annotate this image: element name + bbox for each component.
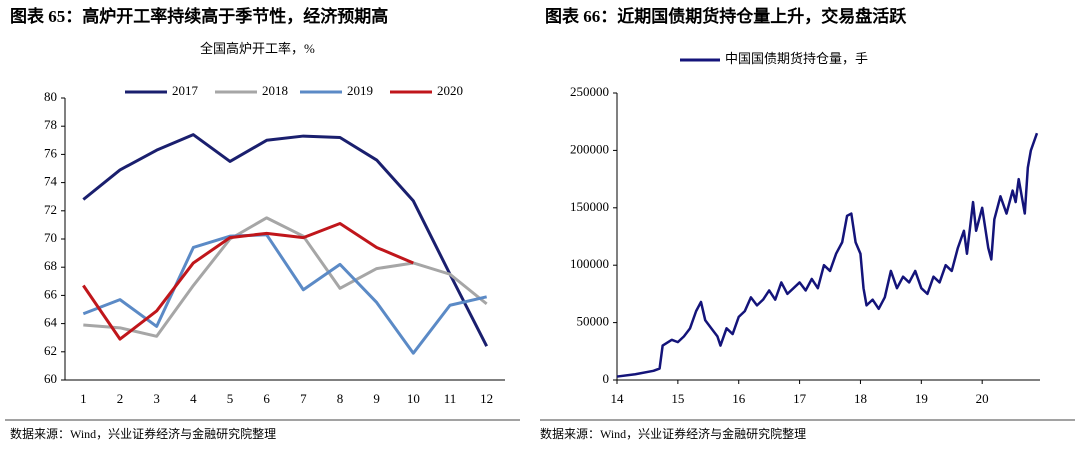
x-tick-label: 7: [300, 391, 307, 406]
y-tick-label: 62: [44, 343, 57, 358]
x-tick-label: 11: [444, 391, 457, 406]
x-tick-label: 15: [671, 391, 684, 406]
legend-label: 2017: [172, 83, 199, 98]
source-note: 数据来源：Wind，兴业证券经济与金融研究院整理: [10, 426, 276, 441]
y-tick-label: 0: [603, 371, 610, 386]
x-tick-label: 9: [373, 391, 380, 406]
y-tick-label: 72: [44, 202, 57, 217]
legend-label: 2019: [347, 83, 373, 98]
x-tick-label: 3: [153, 391, 160, 406]
data-line: [82, 133, 489, 347]
y-tick-label: 80: [44, 89, 57, 104]
chart-subtitle: 全国高炉开工率，%: [200, 41, 315, 56]
source-note: 数据来源：Wind，兴业证券经济与金融研究院整理: [540, 426, 806, 441]
x-tick-label: 8: [337, 391, 344, 406]
y-tick-label: 70: [44, 230, 57, 245]
y-tick-label: 64: [44, 315, 58, 330]
x-tick-label: 2: [117, 391, 124, 406]
data-line: [83, 216, 488, 338]
x-tick-label: 20: [976, 391, 989, 406]
data-line: [82, 233, 488, 355]
y-tick-label: 150000: [570, 199, 609, 214]
y-tick-label: 200000: [570, 141, 609, 156]
x-tick-label: 14: [611, 391, 625, 406]
data-line: [82, 221, 414, 341]
data-line: [616, 132, 1039, 378]
x-tick-label: 1: [80, 391, 87, 406]
x-tick-label: 19: [915, 391, 928, 406]
x-tick-label: 5: [227, 391, 234, 406]
y-tick-label: 78: [44, 117, 57, 132]
x-tick-label: 10: [407, 391, 420, 406]
legend-label: 2020: [437, 83, 463, 98]
legend-label: 2018: [262, 83, 288, 98]
y-tick-label: 60: [44, 371, 57, 386]
y-tick-label: 250000: [570, 84, 609, 99]
y-tick-label: 50000: [577, 314, 610, 329]
chart-title: 图表 65：高炉开工率持续高于季节性，经济预期高: [10, 6, 388, 26]
x-tick-label: 4: [190, 391, 197, 406]
x-tick-label: 17: [793, 391, 807, 406]
y-tick-label: 66: [44, 286, 58, 301]
legend-label: 中国国债期货持仓量，手: [725, 51, 868, 66]
x-tick-label: 18: [854, 391, 867, 406]
x-tick-label: 6: [263, 391, 270, 406]
y-tick-label: 74: [44, 174, 58, 189]
y-tick-label: 100000: [570, 256, 609, 271]
chart-title: 图表 66：近期国债期货持仓量上升，交易盘活跃: [545, 6, 907, 26]
y-tick-label: 68: [44, 258, 57, 273]
x-tick-label: 16: [732, 391, 746, 406]
y-tick-label: 76: [44, 145, 58, 160]
x-tick-label: 12: [480, 391, 493, 406]
